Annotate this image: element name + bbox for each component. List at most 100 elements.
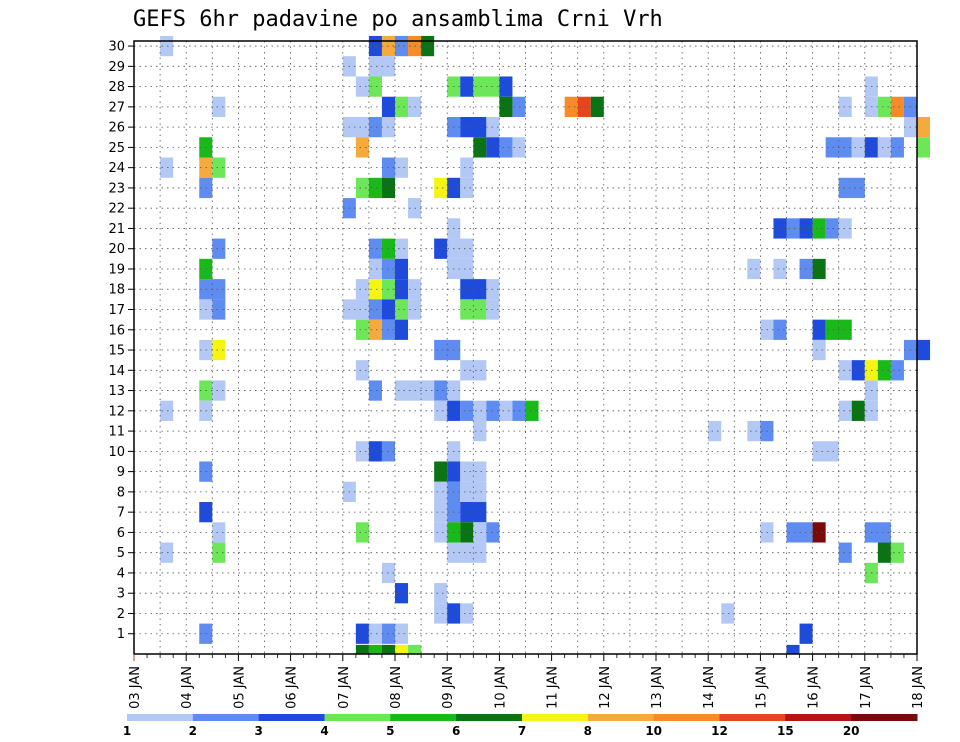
- heatmap-cell: [473, 137, 487, 158]
- heatmap-cell: [434, 461, 448, 482]
- heatmap-cell: [355, 137, 369, 158]
- heatmap-cell: [212, 339, 226, 361]
- heatmap-cell: [355, 644, 369, 654]
- heatmap-cell: [773, 319, 787, 340]
- legend-swatch: [522, 714, 589, 721]
- heatmap-cell: [786, 218, 800, 239]
- heatmap-cell: [342, 299, 369, 320]
- heatmap-cell: [838, 360, 852, 381]
- heatmap-cell: [708, 420, 722, 442]
- heatmap-cell: [355, 522, 369, 543]
- heatmap-cell: [212, 522, 226, 543]
- y-tick-label: 23: [108, 181, 125, 196]
- y-tick-label: 2: [117, 607, 125, 622]
- y-tick-label: 5: [117, 546, 125, 561]
- cells-layer: [160, 35, 931, 654]
- heatmap-cell: [460, 299, 487, 320]
- y-tick-label: 18: [108, 283, 125, 298]
- heatmap-cell: [434, 380, 448, 401]
- heatmap-cell: [434, 502, 448, 523]
- heatmap-cell: [460, 157, 474, 178]
- heatmap-cell: [368, 644, 382, 654]
- y-tick-label: 26: [108, 121, 125, 136]
- heatmap-cell: [917, 137, 931, 158]
- heatmap-cell: [877, 137, 891, 158]
- heatmap-cell: [721, 603, 735, 624]
- heatmap-cell: [355, 623, 369, 644]
- x-tick-label: 15 JAN: [754, 666, 769, 709]
- heatmap-cell: [499, 76, 513, 97]
- heatmap-cell: [877, 542, 891, 563]
- heatmap-cell: [525, 400, 539, 421]
- heatmap-cell: [368, 319, 382, 340]
- x-tick-label: 09 JAN: [441, 666, 456, 709]
- heatmap-cell: [890, 137, 904, 158]
- heatmap-cell: [395, 380, 422, 401]
- heatmap-cell: [812, 319, 826, 340]
- heatmap-cell: [355, 279, 369, 300]
- heatmap-cell: [460, 502, 487, 523]
- legend-swatch: [324, 714, 391, 721]
- heatmap-cell: [368, 116, 382, 138]
- heatmap-cell: [434, 603, 448, 624]
- y-tick-label: 9: [117, 465, 125, 480]
- heatmap-cell: [355, 76, 369, 97]
- legend-label: 1: [123, 724, 131, 738]
- legend-label: 8: [584, 724, 592, 738]
- x-axis: 03 JAN 04 JAN 05 JAN 06 JAN 07 JAN 08 JAN 09 J…: [128, 654, 926, 709]
- y-tick-label: 6: [117, 526, 125, 541]
- heatmap-cell: [812, 258, 826, 280]
- legend-swatch: [851, 714, 918, 721]
- legend-label: 6: [452, 724, 460, 738]
- y-tick-label: 22: [108, 202, 125, 217]
- x-tick-label: 07 JAN: [337, 666, 352, 709]
- x-tick-label: 11 JAN: [546, 666, 561, 709]
- heatmap-cell: [460, 522, 474, 543]
- heatmap-cell: [773, 218, 787, 239]
- heatmap-cell: [434, 583, 448, 604]
- heatmap-cell: [160, 157, 174, 178]
- y-tick-label: 14: [108, 364, 125, 379]
- y-tick-label: 3: [117, 587, 125, 602]
- heatmap-cell: [812, 339, 826, 361]
- heatmap-cell: [460, 360, 487, 381]
- heatmap-cell: [890, 542, 904, 563]
- heatmap-cell: [447, 238, 474, 259]
- heatmap-cell: [355, 319, 369, 340]
- legend-label: 7: [518, 724, 526, 738]
- y-tick-label: 4: [117, 566, 125, 581]
- y-tick-label: 15: [108, 344, 125, 359]
- heatmap-cell: [434, 238, 448, 259]
- heatmap-cell: [368, 623, 382, 644]
- heatmap-cell: [395, 319, 409, 340]
- heatmap-cell: [395, 258, 409, 280]
- heatmap-cell: [355, 441, 369, 462]
- x-tick-label: 16 JAN: [807, 666, 822, 709]
- heatmap-cell: [447, 542, 487, 563]
- legend-label: 2: [189, 724, 197, 738]
- legend-label: 5: [386, 724, 394, 738]
- heatmap-cell: [460, 461, 487, 482]
- chart-title: GEFS 6hr padavine po ansamblima Crni Vrh: [133, 7, 663, 32]
- heatmap-cell: [473, 522, 487, 543]
- legend-swatch: [192, 714, 260, 721]
- heatmap-cell: [395, 279, 409, 300]
- heatmap-cell: [747, 258, 761, 280]
- heatmap-cell: [395, 238, 409, 259]
- y-tick-label: 27: [108, 100, 125, 115]
- y-tick-label: 30: [108, 40, 125, 55]
- heatmap-cell: [838, 218, 852, 239]
- y-tick-label: 13: [108, 384, 125, 399]
- heatmap-cell: [368, 238, 382, 259]
- x-tick-label: 18 JAN: [911, 666, 926, 709]
- heatmap-cell: [421, 380, 435, 401]
- heatmap-cell: [368, 380, 382, 401]
- legend-swatch: [587, 714, 655, 721]
- color-legend: 1 2 3 4 5 6 7 8 10 12 15 20: [123, 714, 918, 738]
- legend-swatch: [258, 714, 325, 721]
- heatmap-cell: [851, 400, 865, 421]
- y-tick-label: 12: [108, 404, 125, 419]
- heatmap-cell: [342, 116, 369, 138]
- grid-layer: [134, 41, 917, 654]
